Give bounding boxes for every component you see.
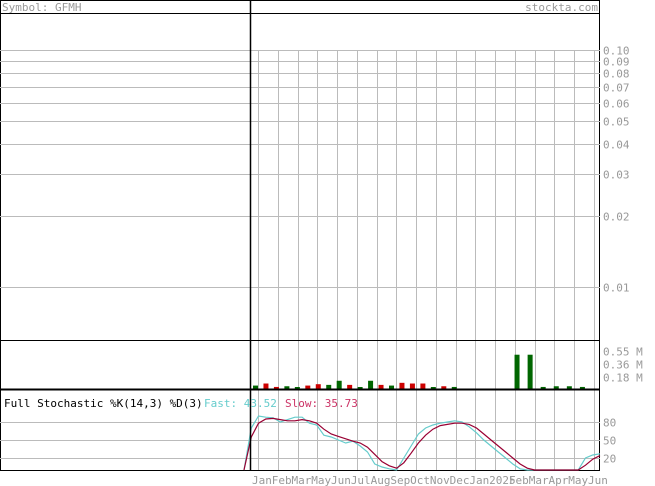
x-tick-label: Oct — [410, 474, 430, 486]
volume-bar — [305, 385, 311, 389]
volume-bar — [357, 387, 363, 389]
stochastic-tick-label: 80 — [603, 417, 616, 430]
watermark: stockta.com — [525, 1, 598, 14]
fast-series-line — [243, 415, 601, 471]
volume-bar — [263, 383, 269, 389]
volume-axis: 0.55 M0.36 M0.18 M — [603, 346, 643, 385]
chart-frame — [0, 0, 600, 471]
x-tick-label: Feb — [509, 474, 529, 486]
price-tick-label: 0.07 — [603, 82, 630, 95]
price-tick-label: 0.02 — [603, 211, 630, 224]
x-tick-label: 2025 — [489, 474, 516, 486]
volume-bar — [294, 387, 300, 389]
volume-bar — [430, 387, 436, 389]
volume-bar — [326, 384, 332, 389]
x-tick-label: Mar — [292, 474, 312, 486]
stochastic-lines — [243, 415, 601, 471]
volume-bar — [420, 383, 426, 389]
x-tick-label: May — [311, 474, 331, 486]
volume-bar — [336, 380, 342, 389]
price-tick-label: 0.10 — [603, 45, 630, 58]
x-tick-label: Nov — [430, 474, 450, 486]
volume-tick-label: 0.55 M — [603, 346, 643, 359]
volume-bar — [441, 386, 447, 389]
volume-bar — [409, 383, 415, 389]
volume-bar — [378, 384, 384, 389]
volume-bar — [284, 386, 290, 389]
x-tick-label: Jun — [331, 474, 351, 486]
slow-series-line — [243, 417, 601, 471]
volume-bar — [579, 386, 585, 389]
x-tick-label: May — [568, 474, 588, 486]
volume-bar — [315, 384, 321, 389]
x-tick-label: Jan — [469, 474, 489, 486]
fast-label: Fast: 43.52 — [204, 397, 277, 410]
price-tick-label: 0.06 — [603, 98, 630, 111]
x-tick-label: Jun — [588, 474, 608, 486]
x-tick-label: Dec — [450, 474, 470, 486]
price-tick-label: 0.03 — [603, 169, 630, 182]
x-tick-label: Apr — [548, 474, 568, 486]
price-tick-label: 0.01 — [603, 282, 630, 295]
price-axis: 0.100.090.080.07 0.06 0.05 0.04 0.03 0.02 0.01 — [603, 45, 630, 295]
volume-tick-label: 0.36 M — [603, 359, 643, 372]
stochastic-axis: 80 50 20 — [603, 417, 616, 466]
volume-bar — [399, 382, 405, 389]
volume-bar — [514, 354, 520, 389]
volume-bar — [368, 380, 374, 389]
symbol-label: Symbol: GFMH — [2, 1, 81, 14]
volume-bar — [273, 386, 279, 389]
price-tick-label: 0.08 — [603, 68, 630, 81]
volume-bar — [566, 386, 572, 389]
x-axis: Jan Feb Mar May Jun Jul Aug Sep Oct Nov Dec Jan 2025… — [252, 474, 608, 486]
x-tick-label: Sep — [390, 474, 410, 486]
stochastic-tick-label: 20 — [603, 453, 616, 466]
volume-tick-label: 0.18 M — [603, 372, 643, 385]
price-grid — [0, 50, 600, 470]
volume-bar — [553, 386, 559, 389]
x-tick-label: Jan — [252, 474, 272, 486]
volume-bar — [389, 385, 394, 389]
volume-bar — [527, 354, 533, 389]
volume-bar — [347, 384, 353, 389]
stochastic-title: Full Stochastic %K(14,3) %D(3) — [4, 397, 203, 410]
price-tick-label: 0.09 — [603, 56, 630, 69]
price-tick-label: 0.04 — [603, 139, 630, 152]
volume-bar — [253, 385, 258, 389]
volume-bar — [451, 386, 457, 389]
x-tick-label: Mar — [529, 474, 549, 486]
volume-bar — [540, 386, 546, 389]
x-tick-label: Feb — [272, 474, 292, 486]
stochastic-grid — [0, 422, 600, 459]
slow-label: Slow: 35.73 — [285, 397, 358, 410]
x-tick-label: Aug — [371, 474, 391, 486]
x-tick-label: Jul — [351, 474, 371, 486]
volume-bars — [253, 354, 585, 389]
stochastic-tick-label: 50 — [603, 435, 616, 448]
price-tick-label: 0.05 — [603, 116, 630, 129]
